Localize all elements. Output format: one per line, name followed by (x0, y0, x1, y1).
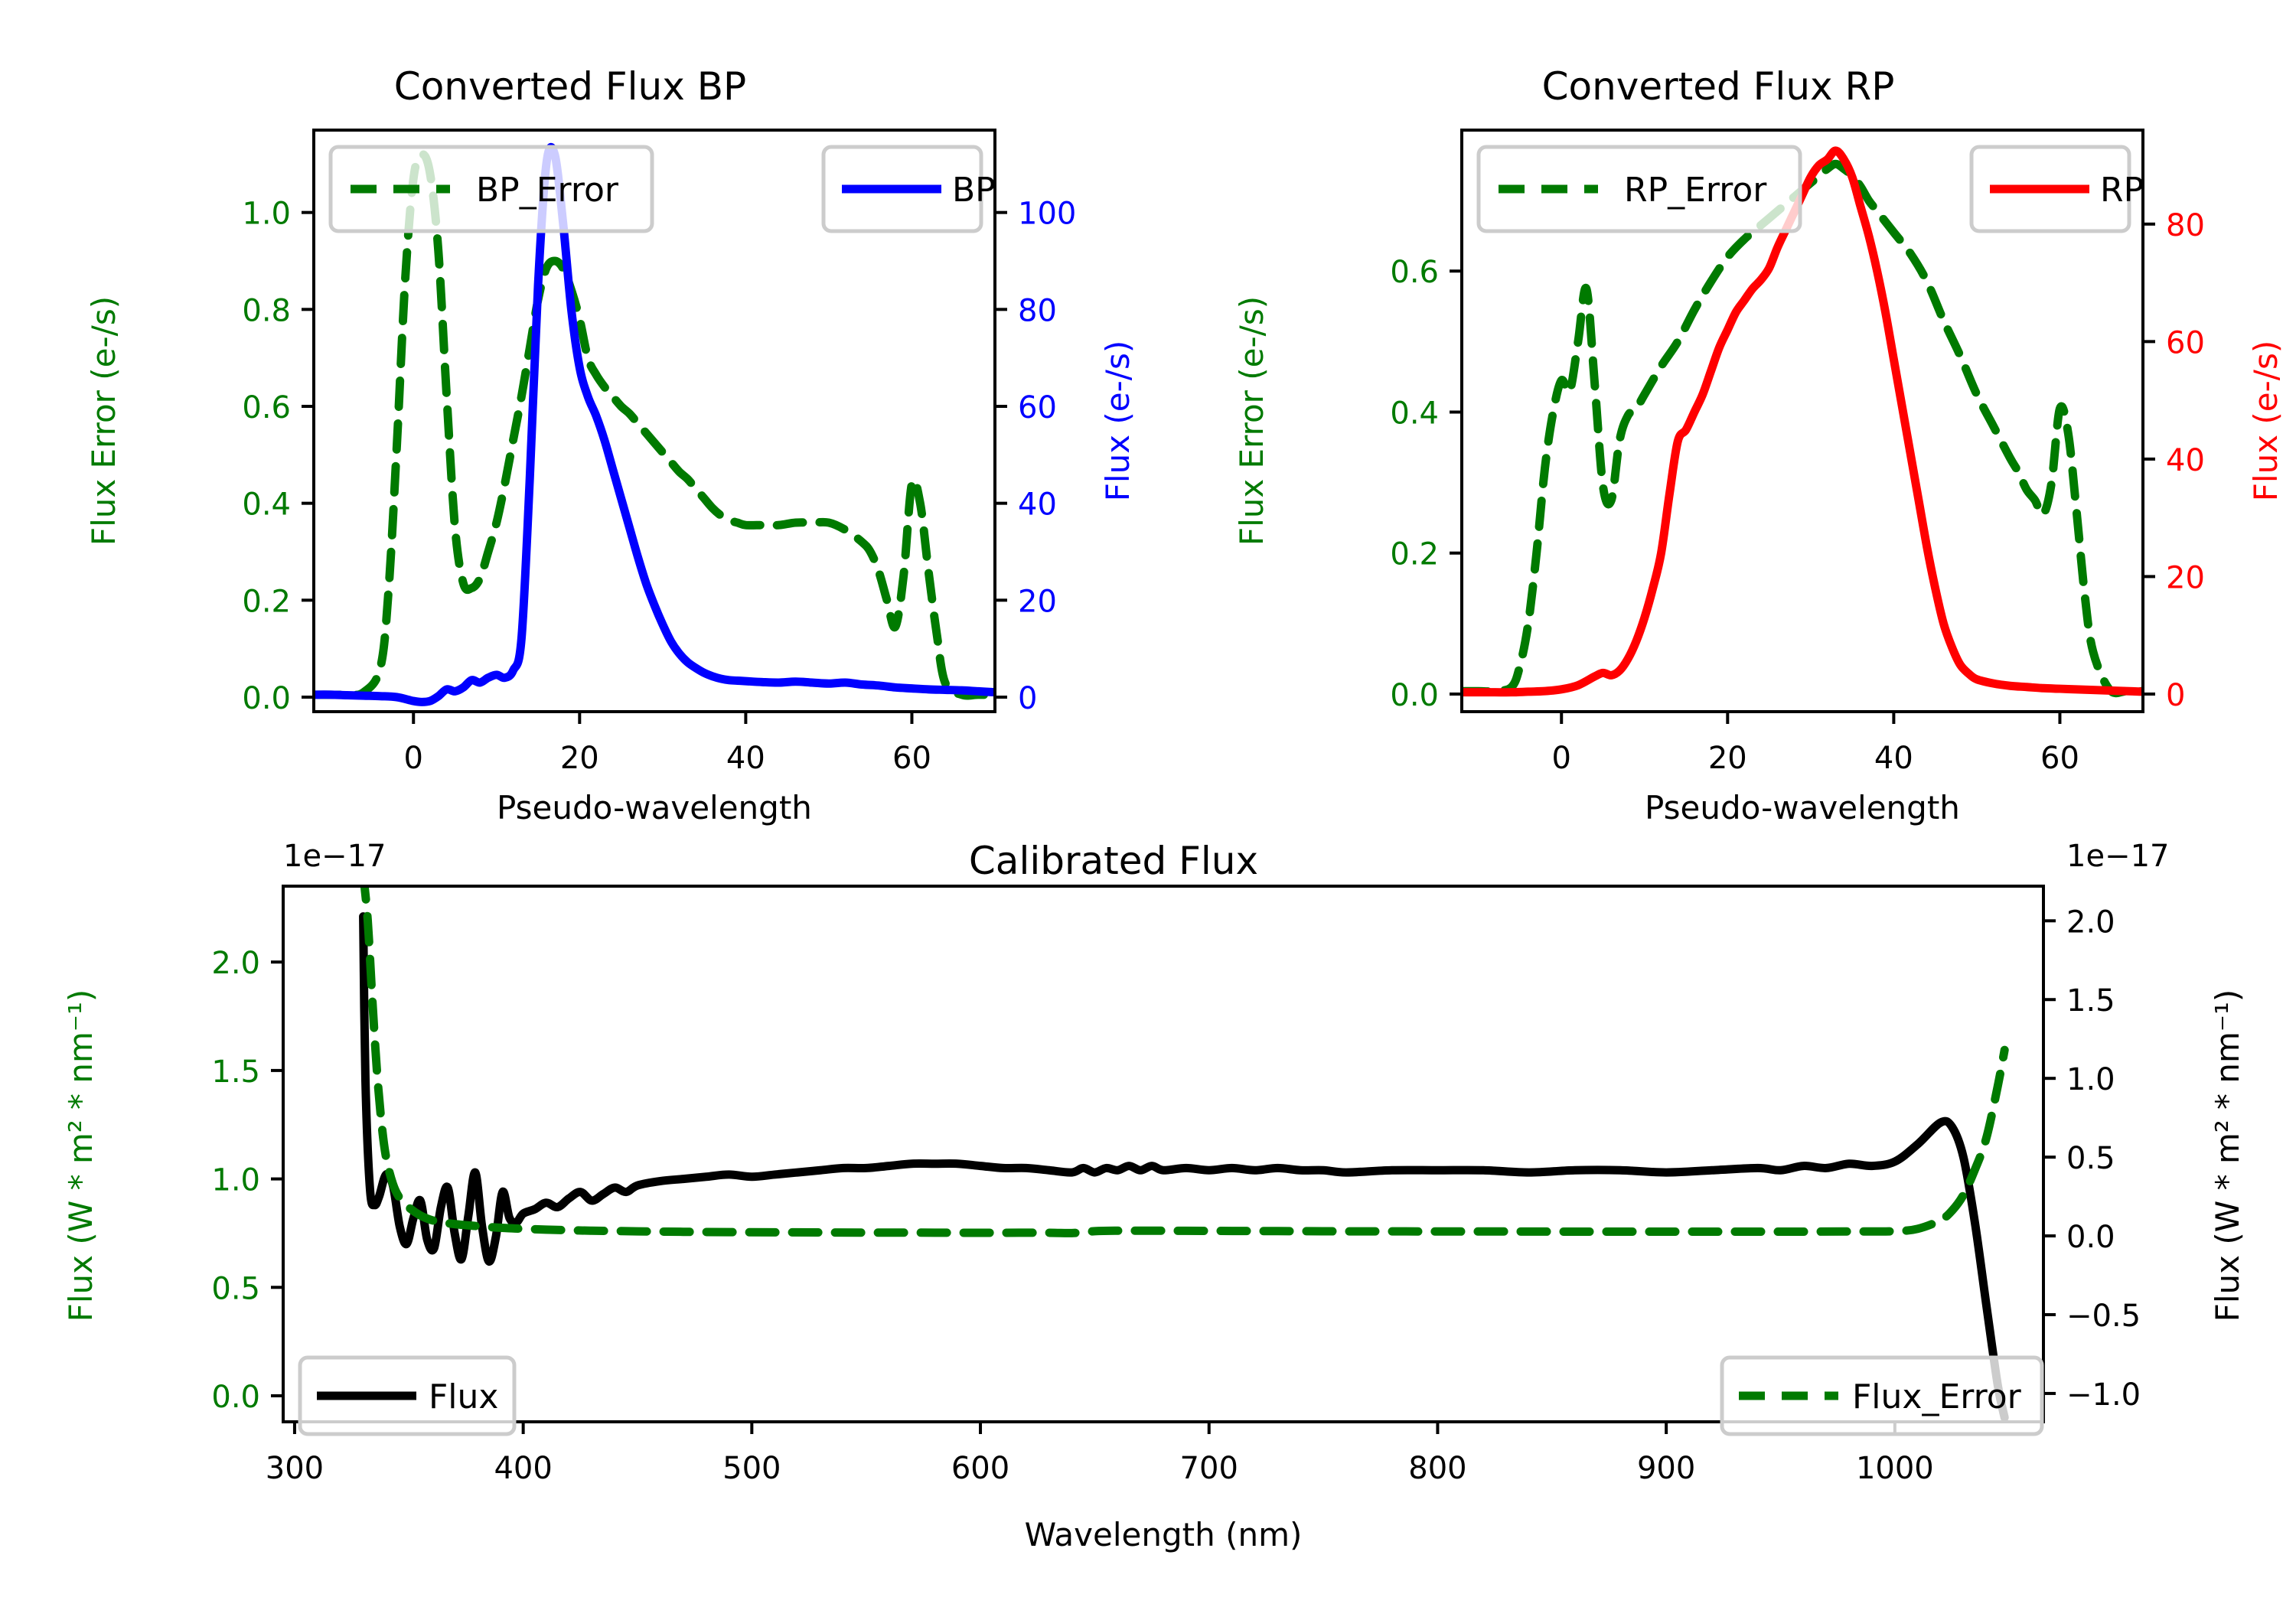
xtick-label: 700 (1180, 1451, 1238, 1486)
ytick-label-left: 0.2 (1390, 537, 1439, 572)
xtick-label: 800 (1408, 1451, 1466, 1486)
legend-label-flux-error: Flux_Error (1852, 1377, 2022, 1416)
axis-label-bp-yright: Flux (e-/s) (1099, 341, 1137, 501)
ytick-label-right: 40 (1018, 487, 1057, 523)
ytick-label-right: 0.0 (2066, 1220, 2115, 1255)
legend-label-flux: Flux (429, 1377, 498, 1416)
ytick-label-left: 0.0 (242, 681, 291, 716)
ytick-label-left: 0.0 (1390, 678, 1439, 713)
legend-calibrated-flux[interactable]: Flux (298, 1355, 517, 1436)
ytick-label-left: 1.5 (211, 1054, 260, 1090)
panel-converted-flux-bp: Converted Flux BP 0 20 40 60 0.0 0.2 0.4 0.6 0.8… (85, 64, 1137, 826)
xtick-label: 1000 (1856, 1451, 1934, 1486)
legend-label-bp: BP (952, 171, 996, 210)
ytick-label-right: −0.5 (2066, 1299, 2141, 1334)
ytick-label-right: 20 (1018, 584, 1057, 619)
ytick-label-left: 0.4 (1390, 396, 1439, 431)
legend-calibrated-flux-error[interactable]: Flux_Error (1720, 1355, 2044, 1436)
xtick-label: 600 (951, 1451, 1009, 1486)
ytick-label-right: 1.0 (2066, 1062, 2115, 1097)
ytick-label-left: 0.8 (242, 293, 291, 328)
ytick-label-left: 0.6 (1390, 255, 1439, 290)
ytick-label-right: 0.5 (2066, 1141, 2115, 1176)
ytick-label-left: 0.6 (242, 390, 291, 425)
ytick-label-right: 100 (1018, 197, 1076, 232)
xtick-label: 400 (494, 1451, 552, 1486)
axis-label-cal-x: Wavelength (nm) (1025, 1516, 1303, 1553)
xtick-label: 40 (1874, 741, 1913, 776)
xtick-label: 20 (560, 741, 599, 776)
ytick-label-left: 1.0 (211, 1163, 260, 1198)
axis-label-rp-yright: Flux (e-/s) (2247, 341, 2285, 501)
plot-frame-bp (312, 129, 996, 713)
ytick-label-left: 0.0 (211, 1380, 260, 1415)
panel-title-calibrated: Calibrated Flux (969, 839, 1258, 883)
ytick-label-right: 80 (1018, 293, 1057, 328)
legend-label-rp-error: RP_Error (1624, 171, 1767, 210)
axis-label-cal-yright: Flux (W * m² * nm⁻¹) (2209, 989, 2246, 1322)
ytick-label-right: 80 (2166, 208, 2205, 243)
ytick-label-left: 0.4 (242, 487, 291, 523)
xtick-label: 60 (892, 741, 931, 776)
plot-frame-rp (1460, 129, 2144, 713)
panel-title-rp: Converted Flux RP (1542, 64, 1895, 109)
xtick-label: 300 (266, 1451, 324, 1486)
legend-rp-error[interactable]: RP_Error (1476, 145, 1802, 233)
ytick-label-left: 2.0 (211, 946, 260, 981)
xtick-label: 40 (726, 741, 765, 776)
legend-label-bp-error: BP_Error (476, 171, 619, 210)
ytick-label-right: 0 (2166, 678, 2185, 713)
panel-title-bp: Converted Flux BP (394, 64, 746, 109)
legend-label-rp: RP (2100, 171, 2144, 210)
panel-calibrated-flux: Calibrated Flux 1e−17 1e−17 300 400 500 600… (62, 839, 2246, 1553)
offset-label-left: 1e−17 (283, 839, 386, 874)
legend-bp[interactable]: BP (821, 145, 996, 233)
xtick-label: 900 (1637, 1451, 1695, 1486)
xtick-label: 0 (404, 741, 423, 776)
ytick-label-right: 40 (2166, 443, 2205, 478)
series-flux (359, 912, 2009, 1422)
ytick-label-right: 60 (1018, 390, 1057, 425)
axis-label-rp-x: Pseudo-wavelength (1645, 789, 1960, 826)
ytick-label-right: 20 (2166, 560, 2205, 595)
axis-label-bp-yleft: Flux Error (e-/s) (85, 296, 122, 546)
ytick-label-left: 0.5 (211, 1271, 260, 1306)
series-bp (314, 143, 995, 706)
axis-label-cal-yleft: Flux (W * m² * nm⁻¹) (62, 989, 99, 1322)
legend-rp[interactable]: RP (1969, 145, 2144, 233)
ytick-label-right: 0 (1018, 681, 1037, 716)
ytick-label-right: −1.0 (2066, 1377, 2141, 1413)
axis-label-bp-x: Pseudo-wavelength (497, 789, 812, 826)
ytick-label-left: 1.0 (242, 197, 291, 232)
legend-bp-error[interactable]: BP_Error (328, 145, 654, 233)
plot-frame-calibrated (282, 885, 2045, 1423)
xtick-label: 0 (1552, 741, 1571, 776)
xtick-label: 500 (722, 1451, 781, 1486)
xtick-label: 20 (1708, 741, 1747, 776)
ytick-label-left: 0.2 (242, 584, 291, 619)
axis-label-rp-yleft: Flux Error (e-/s) (1233, 296, 1270, 546)
series-flux-error (360, 886, 2009, 1237)
panel-converted-flux-rp: Converted Flux RP 0 20 40 60 0.0 0.2 0.4 0.6 0 20… (1233, 64, 2285, 826)
offset-label-right: 1e−17 (2066, 839, 2169, 874)
series-rp-error (1462, 159, 2143, 698)
ytick-label-right: 60 (2166, 325, 2205, 360)
ytick-label-right: 2.0 (2066, 905, 2115, 940)
xtick-label: 60 (2040, 741, 2079, 776)
ytick-label-right: 1.5 (2066, 983, 2115, 1019)
